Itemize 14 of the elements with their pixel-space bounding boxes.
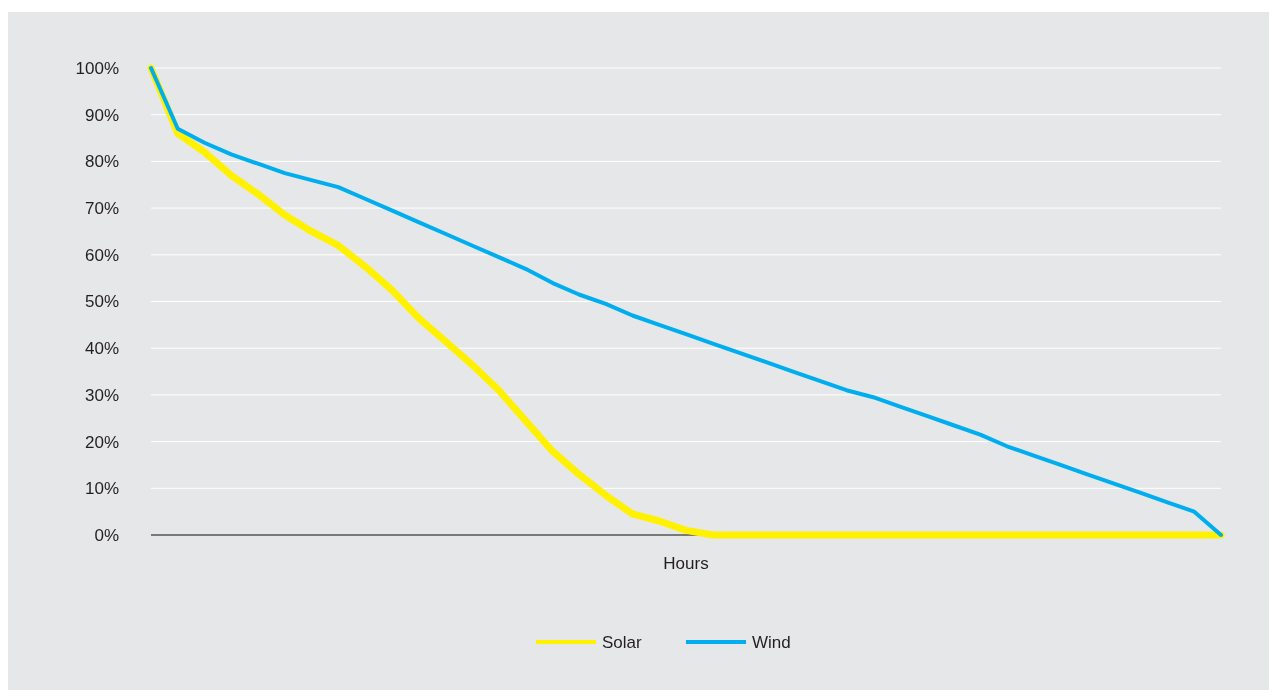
legend-label: Wind [752,632,791,652]
y-tick-label: 40% [84,339,119,359]
y-tick-label: 50% [84,292,119,312]
y-tick-label: 80% [84,152,119,172]
y-tick-label: 10% [84,479,119,499]
x-axis-title: Hours [663,554,709,573]
y-tick-label: 100% [75,58,119,78]
y-tick-label: 0% [94,525,119,545]
y-tick-label: 30% [84,385,119,405]
legend-label: Solar [602,632,643,652]
y-tick-label: 20% [84,432,119,452]
y-tick-label: 70% [84,199,119,219]
y-tick-label: 90% [84,105,119,125]
y-tick-label: 60% [84,245,119,265]
